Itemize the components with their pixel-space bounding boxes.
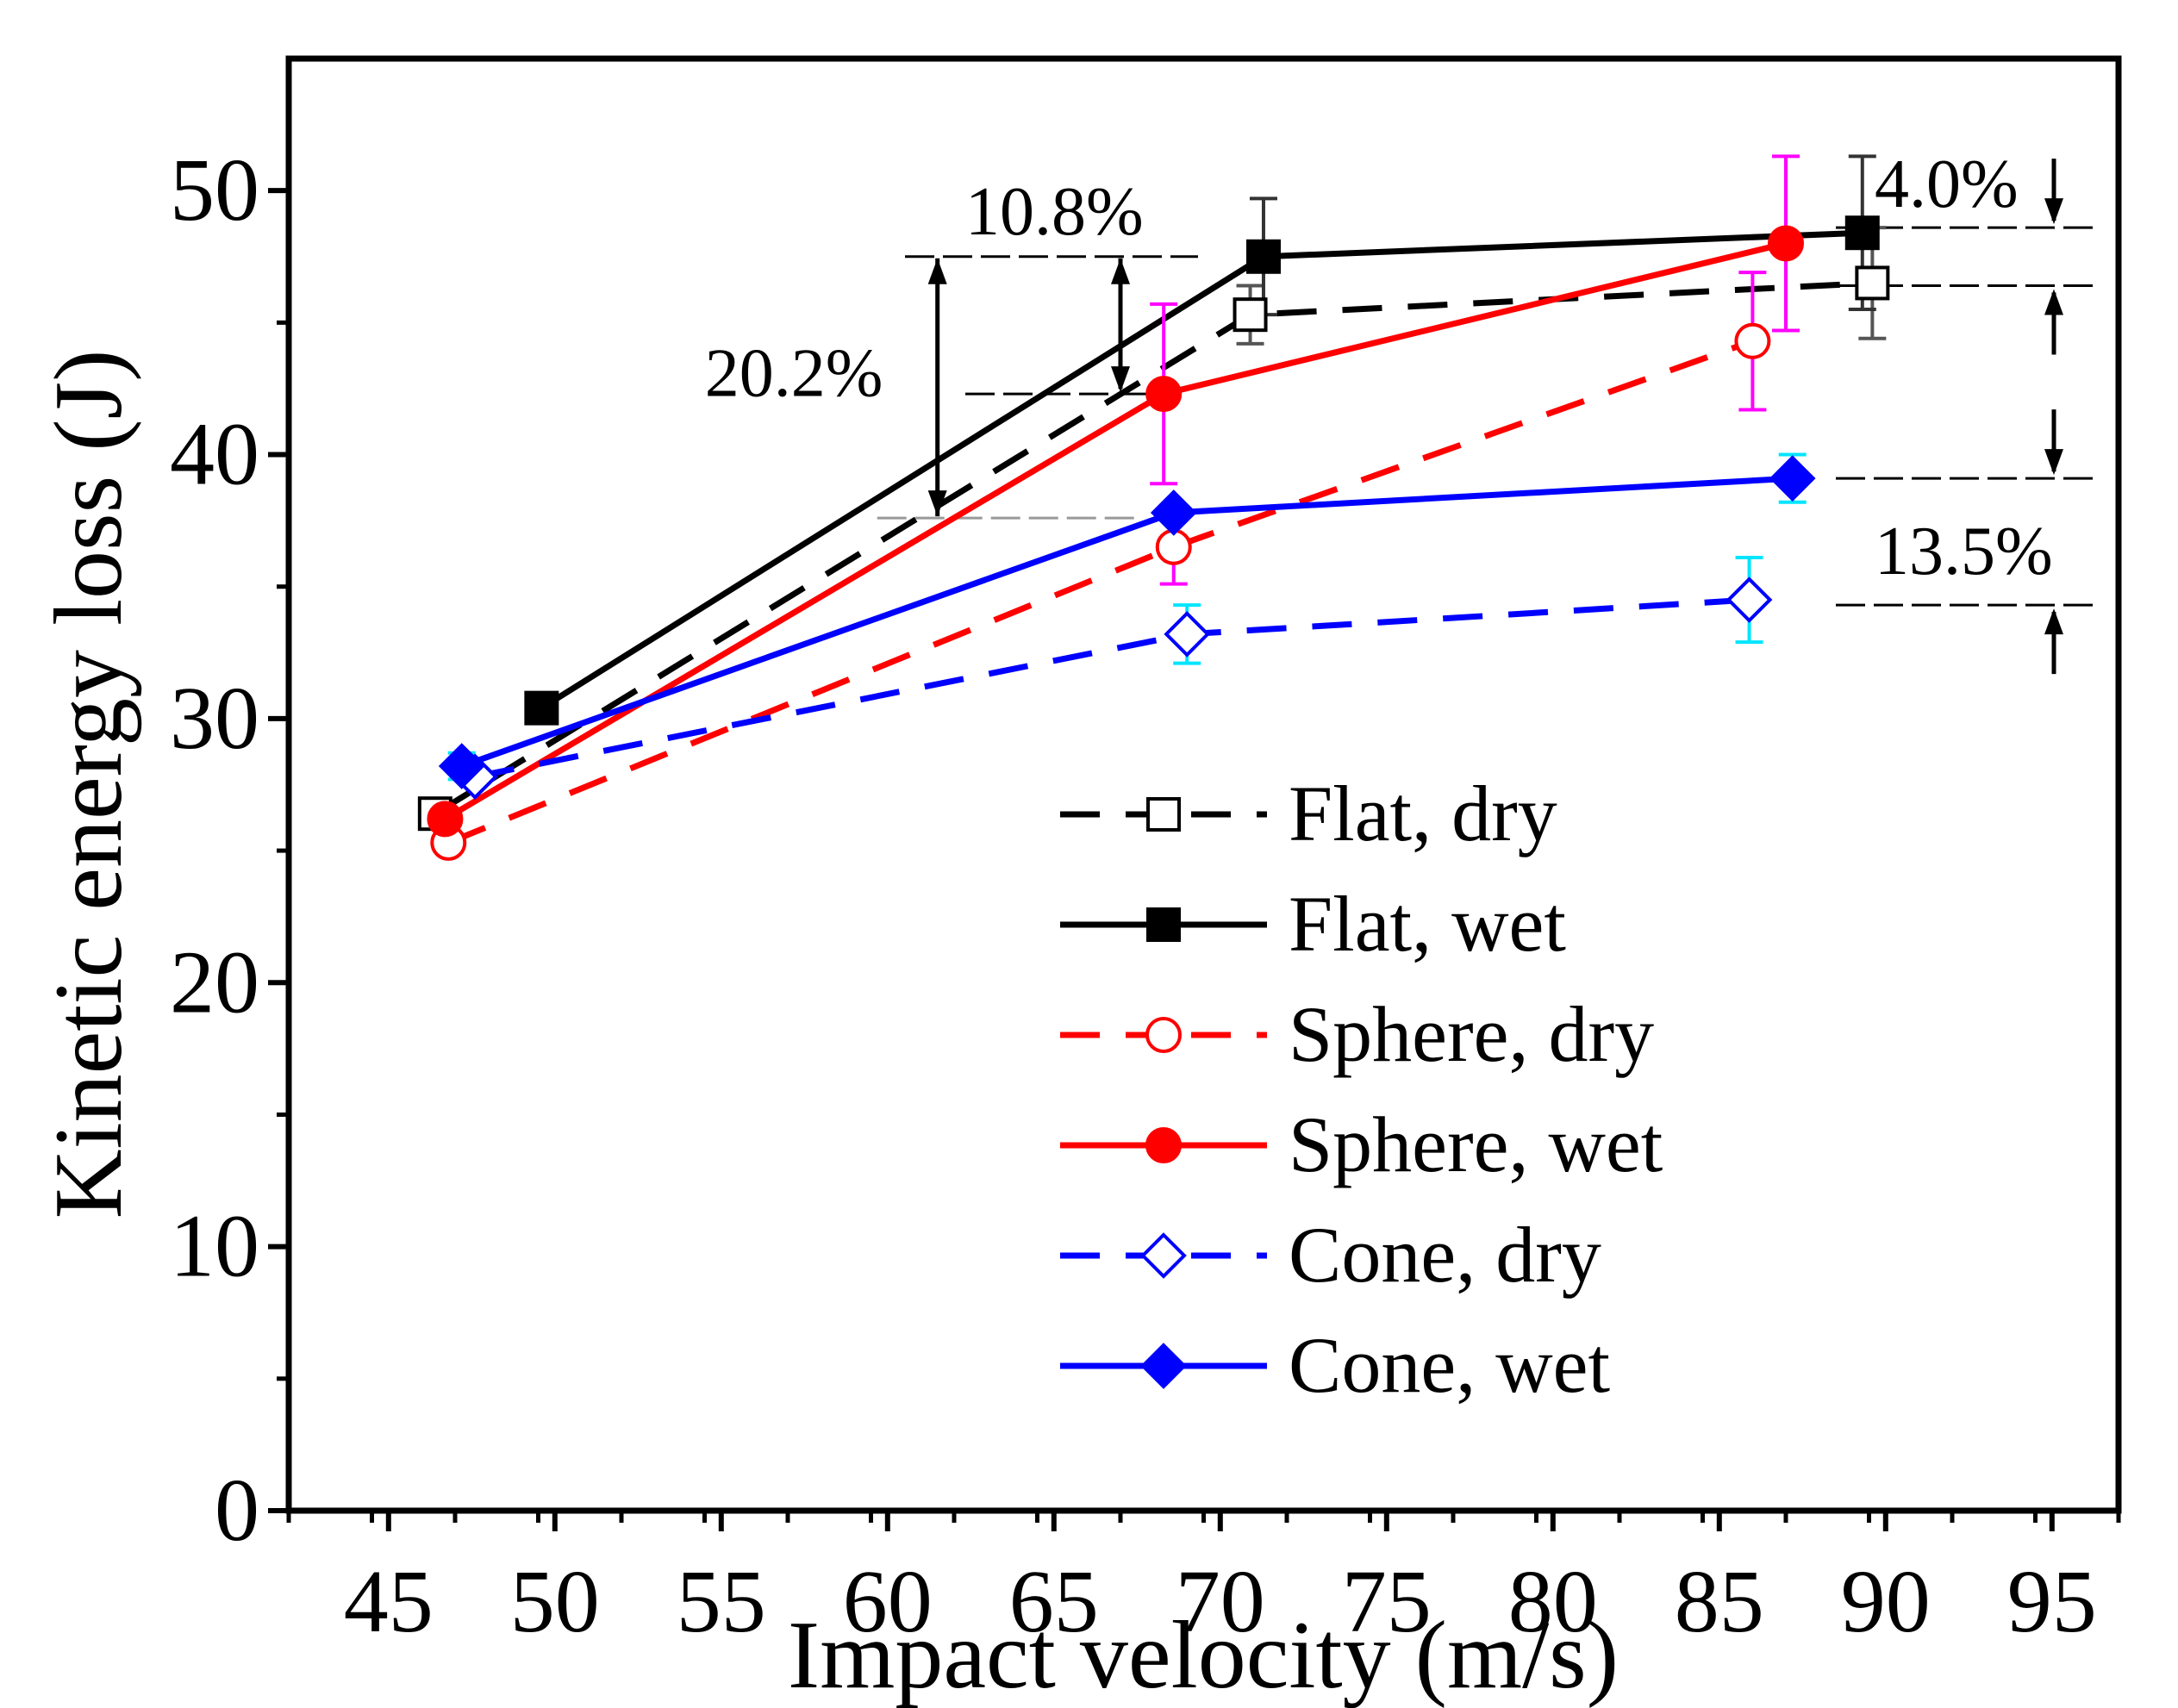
- marker-cone-dry: [1164, 611, 1211, 658]
- marker-cone-wet: [1769, 455, 1816, 502]
- x-tick-label-60: 60: [843, 1552, 933, 1651]
- annotation-20-2-head-top: [927, 258, 947, 284]
- y-tick-label-0: 0: [215, 1461, 259, 1560]
- legend-label-sphere-dry: Sphere, dry: [1289, 990, 1654, 1078]
- x-tick-label-80: 80: [1508, 1552, 1598, 1651]
- annotation-20-2-label: 20.2%: [705, 335, 883, 411]
- annotation-4-0-arrow-down-head: [2044, 198, 2063, 225]
- marker-cone-dry: [1726, 577, 1773, 623]
- marker-sphere-wet: [427, 801, 464, 838]
- x-tick-label-50: 50: [510, 1552, 600, 1651]
- marker-flat-wet: [1844, 215, 1880, 251]
- legend-marker-sphere-wet: [1145, 1127, 1182, 1163]
- legend-label-flat-dry: Flat, dry: [1289, 770, 1557, 857]
- marker-cone-wet: [438, 743, 485, 789]
- marker-flat-dry: [1855, 265, 1890, 301]
- annotation-20-2-head-bottom: [927, 490, 947, 517]
- x-tick-label-85: 85: [1675, 1552, 1764, 1651]
- legend-marker-cone-dry: [1140, 1232, 1187, 1279]
- marker-sphere-wet: [1768, 225, 1804, 262]
- annotation-10-8-head-top: [1111, 258, 1130, 284]
- annotation-13-5-arrow-down-head: [2044, 449, 2063, 476]
- marker-flat-dry: [1233, 297, 1268, 333]
- y-tick-label-10: 10: [170, 1197, 259, 1296]
- legend-label-cone-dry: Cone, dry: [1289, 1211, 1601, 1299]
- annotation-10-8-head-bottom: [1111, 366, 1130, 393]
- y-axis-title: Kinetic energy loss (J): [35, 350, 142, 1219]
- x-tick-label-65: 65: [1009, 1552, 1099, 1651]
- marker-cone-wet: [1150, 489, 1197, 536]
- y-tick-label-40: 40: [170, 405, 259, 504]
- x-tick-label-75: 75: [1342, 1552, 1432, 1651]
- annotations: 10.8% 20.2% 4.0% 13.5%: [705, 146, 2063, 675]
- markers: [417, 215, 1890, 861]
- annotation-4-0-arrow-up-head: [2044, 289, 2063, 315]
- y-tick-label-20: 20: [170, 932, 259, 1032]
- legend-marker-flat-dry: [1146, 797, 1181, 832]
- x-tick-label-70: 70: [1176, 1552, 1265, 1651]
- marker-flat-wet: [524, 690, 559, 726]
- legend-marker-sphere-dry: [1145, 1017, 1182, 1053]
- axes: 45 50 55 60 65 70 75 80 85 90 95 0 10 20 30 40 50: [170, 140, 2121, 1651]
- marker-sphere-wet: [1145, 376, 1183, 413]
- series-line-sphere-dry: [446, 338, 1754, 846]
- legend-marker-cone-wet: [1140, 1343, 1187, 1389]
- y-tick-label-30: 30: [170, 669, 259, 768]
- marker-flat-wet: [1245, 239, 1281, 274]
- legend-marker-flat-wet: [1146, 907, 1181, 942]
- legend-label-sphere-wet: Sphere, wet: [1289, 1100, 1663, 1188]
- annotation-13-5-arrow-up-head: [2044, 608, 2063, 635]
- annotation-10-8-label: 10.8%: [965, 174, 1144, 250]
- annotation-4-0-label: 4.0%: [1875, 146, 2019, 222]
- x-tick-label-95: 95: [2007, 1552, 2097, 1651]
- legend: Flat, dry Flat, wet Sphere, dry Sphere, wet…: [1060, 770, 1663, 1409]
- marker-sphere-dry: [1734, 322, 1771, 359]
- x-tick-label-90: 90: [1841, 1552, 1931, 1651]
- legend-label-flat-wet: Flat, wet: [1289, 880, 1566, 968]
- x-tick-label-55: 55: [677, 1552, 766, 1651]
- y-tick-label-50: 50: [170, 140, 259, 240]
- x-tick-label-45: 45: [344, 1552, 434, 1651]
- annotation-13-5-label: 13.5%: [1875, 514, 2053, 589]
- x-axis-title: Impact velocity (m/s): [788, 1602, 1619, 1708]
- legend-label-cone-wet: Cone, wet: [1289, 1321, 1610, 1409]
